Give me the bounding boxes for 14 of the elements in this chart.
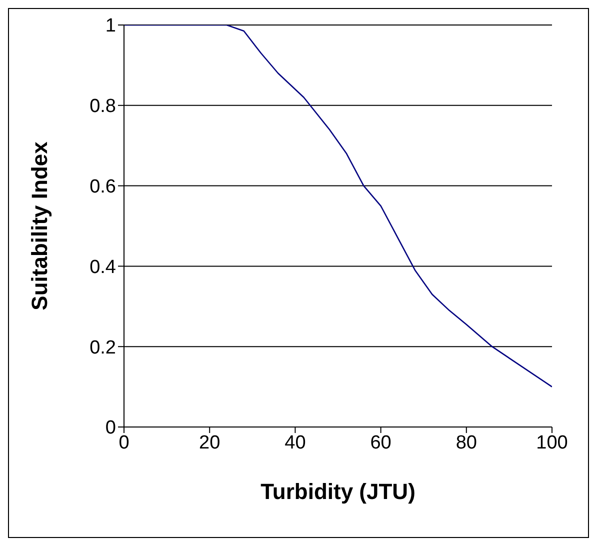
x-tick-label: 100	[536, 432, 568, 454]
y-tick-label: 1	[105, 16, 116, 37]
x-tick-label: 0	[118, 432, 130, 454]
x-tick-label: 40	[284, 432, 306, 454]
y-tick-label: 0	[105, 418, 116, 439]
y-tick-label: 0.4	[90, 256, 116, 278]
x-tick-label: 60	[370, 432, 392, 454]
y-tick-label: 0.6	[90, 176, 116, 198]
y-axis-title: Suitability Index	[26, 140, 52, 310]
y-tick-label: 0.2	[90, 337, 116, 358]
y-tick-label: 0.8	[90, 96, 116, 118]
x-axis-title: Turbidity (JTU)	[260, 479, 416, 504]
x-tick-label: 80	[456, 432, 477, 454]
x-tick-label: 20	[199, 432, 220, 454]
